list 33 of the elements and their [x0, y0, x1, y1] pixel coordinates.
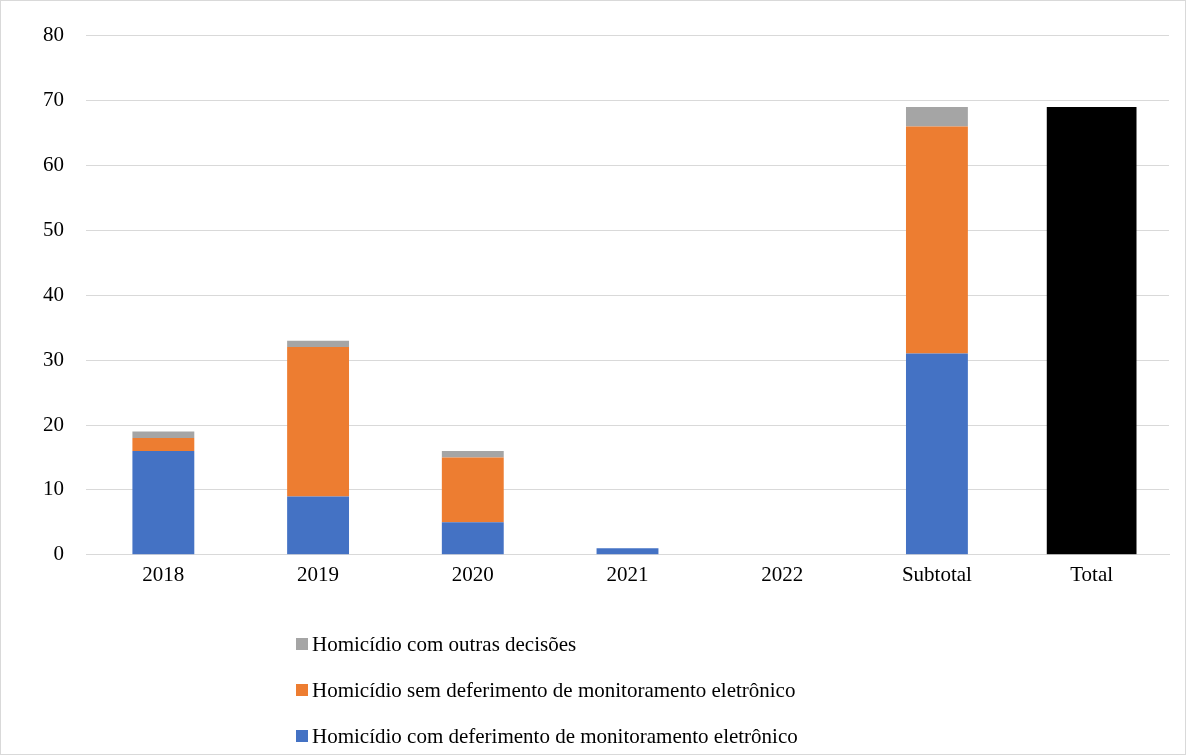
bar	[132, 450, 195, 555]
x-tick-label: 2019	[297, 561, 340, 586]
y-tick-label: 10	[43, 476, 64, 501]
bar	[132, 431, 195, 438]
y-tick-label: 20	[43, 411, 64, 436]
bar	[287, 347, 350, 497]
legend-label: Homicídio sem deferimento de monitoramento eletrônico	[312, 677, 796, 703]
bar	[905, 353, 968, 555]
y-tick-label: 70	[43, 87, 64, 112]
bar	[1046, 106, 1137, 555]
x-tick-label: 2020	[451, 561, 494, 586]
y-tick-label: 60	[43, 151, 64, 176]
y-tick-label: 0	[53, 541, 64, 566]
y-tick-label: 80	[43, 22, 64, 47]
y-tick-label: 40	[43, 281, 64, 306]
x-tick-label: 2022	[761, 561, 804, 586]
x-tick-label: 2021	[606, 561, 649, 586]
y-tick-label: 50	[43, 216, 64, 241]
bar	[905, 106, 968, 127]
bar	[596, 548, 659, 555]
y-tick-label: 30	[43, 346, 64, 371]
legend-label: Homicídio com deferimento de monitoramento eletrônico	[312, 723, 798, 749]
bar	[287, 496, 350, 555]
x-tick-label: Total	[1070, 561, 1114, 586]
bar	[132, 437, 195, 451]
bar	[287, 340, 350, 348]
bar	[441, 522, 504, 555]
x-tick-label: Subtotal	[901, 561, 973, 586]
bar	[905, 126, 968, 354]
x-tick-label: 2018	[142, 561, 185, 586]
bar	[441, 457, 504, 523]
legend-label: Homicídio com outras decisões	[312, 631, 577, 657]
bar	[441, 450, 504, 458]
